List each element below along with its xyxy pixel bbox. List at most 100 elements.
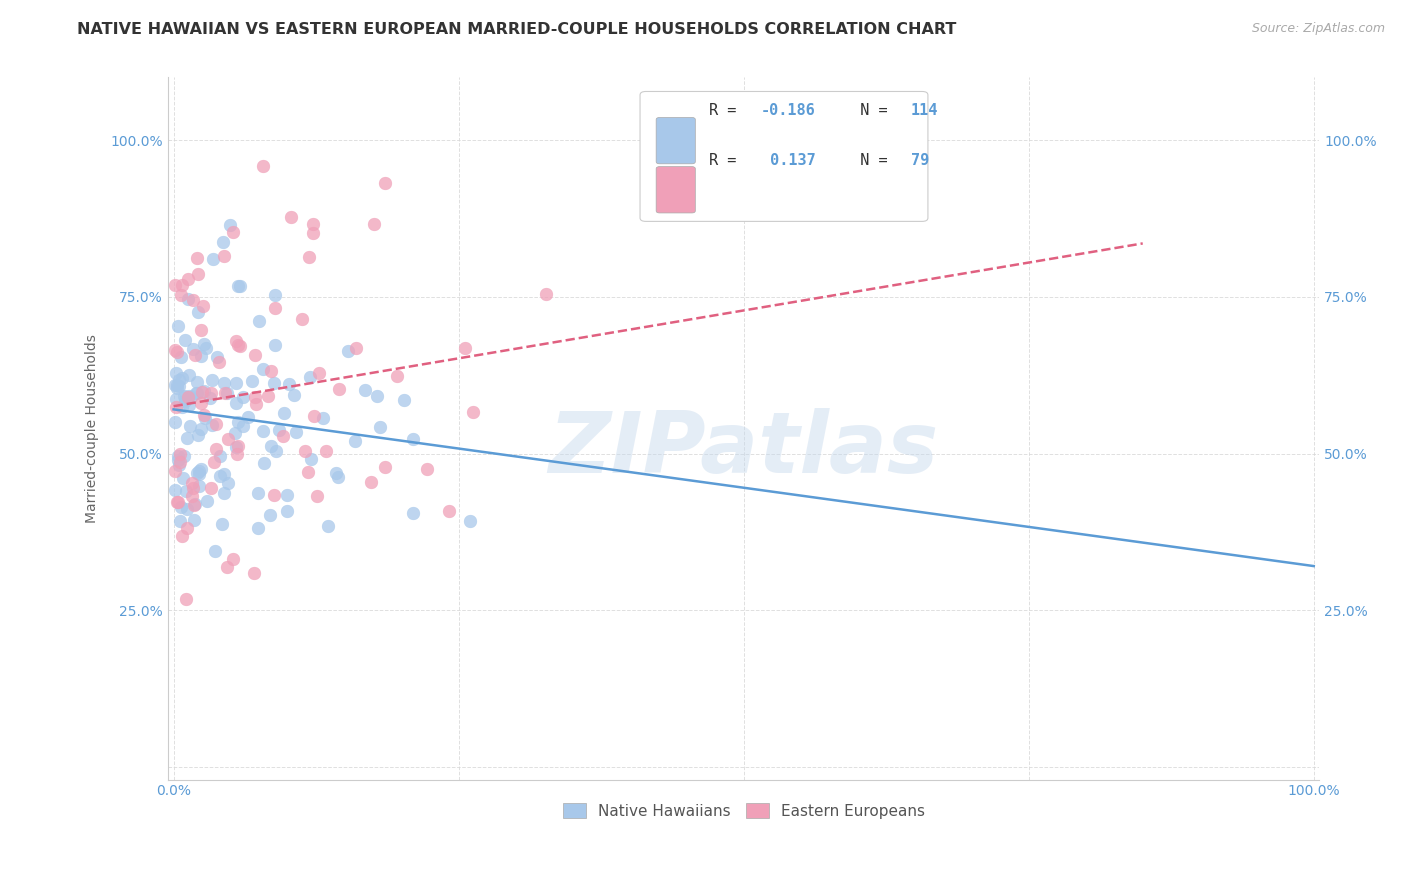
Point [264,443,287,458]
Point [176,484,198,499]
Point [299,451,322,466]
Point [276,487,298,501]
Point [165,366,187,380]
Point [461,405,484,419]
Point [454,341,477,355]
Point [229,278,252,293]
Point [302,409,325,424]
Point [186,375,208,389]
Y-axis label: Married-couple Households: Married-couple Households [86,334,100,523]
Point [374,176,396,190]
Point [173,388,195,402]
Point [344,341,367,355]
Point [205,417,228,432]
Point [278,377,301,392]
Point [315,443,337,458]
Point [360,475,382,489]
Point [172,471,194,485]
Point [173,449,195,463]
Point [163,278,186,293]
Point [200,482,222,496]
Point [271,428,294,442]
Point [246,486,269,500]
Point [207,350,229,364]
Point [177,368,200,383]
Point [291,312,314,326]
Point [167,453,190,467]
Point [163,343,186,357]
Point [298,251,321,265]
Point [273,406,295,420]
Point [170,371,193,385]
Point [354,383,377,397]
Point [263,338,285,352]
Point [242,374,264,388]
Point [176,521,198,535]
Point [225,334,247,348]
Point [167,379,190,393]
Point [172,400,194,414]
Point [222,552,245,566]
Point [186,385,208,400]
Point [225,376,247,390]
Point [201,418,224,433]
Point [201,373,224,387]
Point [204,442,226,457]
Point [166,494,188,508]
Point [252,424,274,438]
Point [200,386,222,401]
Point [260,364,283,378]
Point [402,432,425,446]
Point [165,392,187,406]
Point [166,450,188,464]
Point [209,449,232,463]
Point [252,362,274,376]
Text: 0.137: 0.137 [761,153,815,168]
Point [193,384,215,399]
Point [224,425,246,440]
Point [187,267,209,281]
Point [246,520,269,534]
Point [232,418,254,433]
Point [188,464,211,478]
Point [214,386,236,401]
Point [181,343,204,357]
Point [194,410,217,425]
Point [368,420,391,434]
Point [191,299,214,313]
Point [169,455,191,469]
Point [166,378,188,392]
Point [169,447,191,461]
Point [236,409,259,424]
Point [226,338,249,352]
Point [374,460,396,475]
Point [232,390,254,404]
Point [326,470,349,484]
Point [307,489,329,503]
Point [225,396,247,410]
Legend: Native Hawaiians, Eastern Europeans: Native Hawaiians, Eastern Europeans [557,797,931,824]
Point [179,418,201,433]
Point [212,249,235,263]
Point [263,488,285,502]
Point [186,467,208,481]
Point [284,425,307,439]
Point [217,385,239,400]
Point [165,400,187,414]
Text: -0.186: -0.186 [761,103,815,119]
Text: 79: 79 [911,153,929,168]
FancyBboxPatch shape [657,118,696,164]
Point [169,500,191,514]
Point [170,350,193,364]
Point [191,384,214,399]
Point [180,390,202,404]
Point [183,498,205,512]
Point [243,566,266,581]
Point [366,389,388,403]
Point [208,355,231,369]
Point [243,348,266,362]
Point [245,397,267,411]
Point [458,514,481,528]
Point [181,293,204,307]
Point [195,493,218,508]
